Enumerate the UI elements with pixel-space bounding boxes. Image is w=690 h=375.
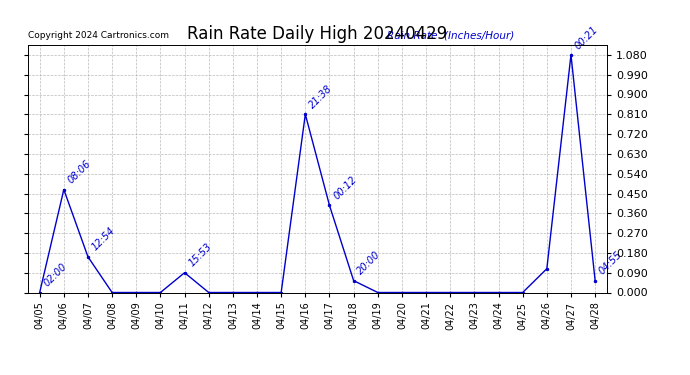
Text: 20:00: 20:00 [355,250,382,277]
Text: Copyright 2024 Cartronics.com: Copyright 2024 Cartronics.com [28,31,168,40]
Text: 12:54: 12:54 [90,226,117,253]
Text: 00:12: 00:12 [331,174,358,201]
Text: 21:38: 21:38 [307,83,334,110]
Text: 04:55: 04:55 [597,250,624,277]
Title: Rain Rate Daily High 20240429: Rain Rate Daily High 20240429 [187,26,448,44]
Text: 15:53: 15:53 [186,242,213,269]
Text: Rain Rate  (Inches/Hour): Rain Rate (Inches/Hour) [387,30,514,40]
Text: 02:00: 02:00 [41,261,68,288]
Text: 00:21: 00:21 [573,24,600,51]
Text: 08:06: 08:06 [66,159,92,186]
